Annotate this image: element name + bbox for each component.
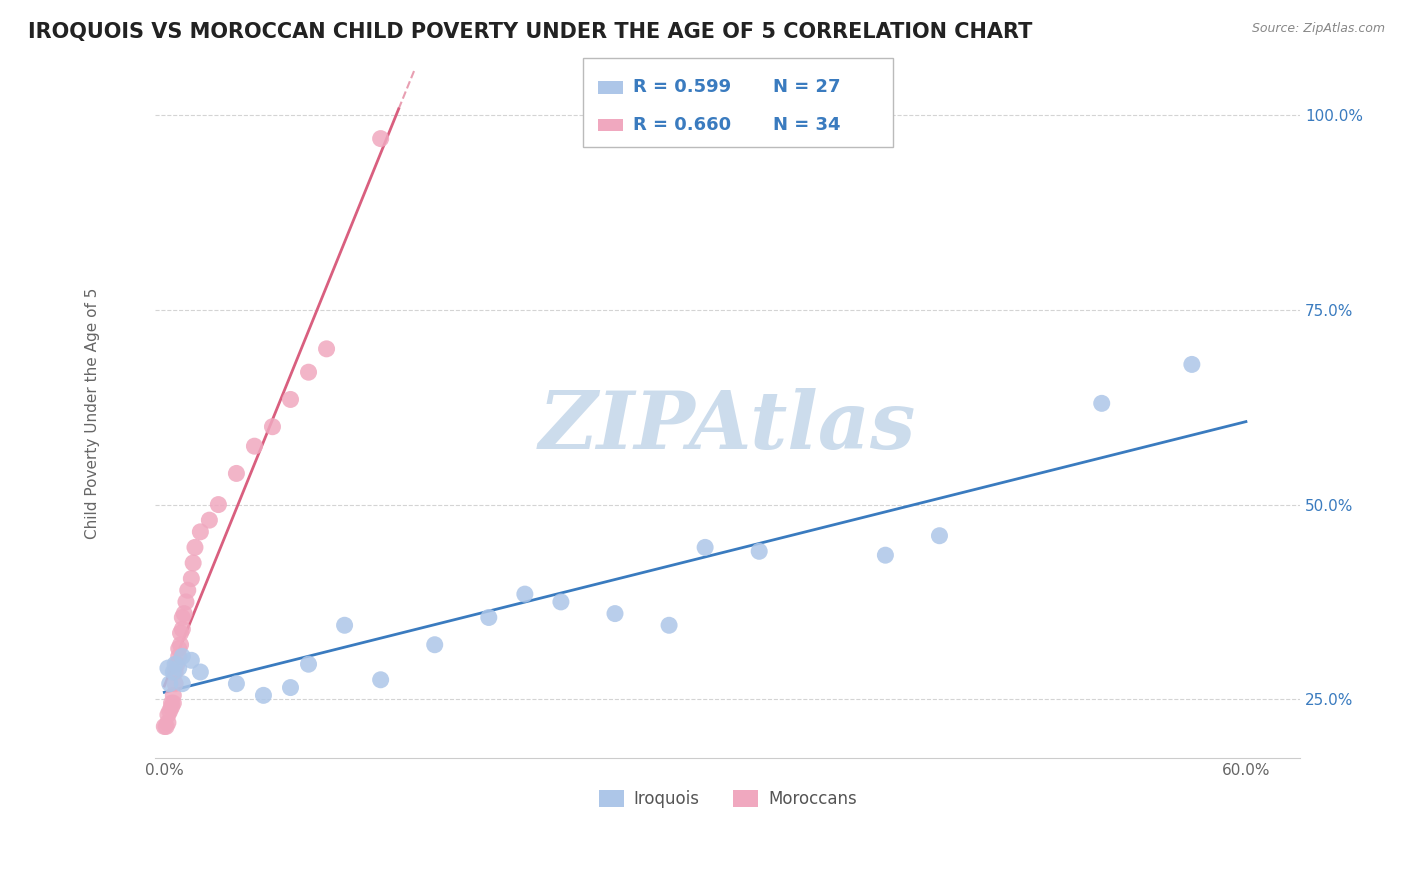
Point	[177, 583, 200, 598]
Text: IROQUOIS VS MOROCCAN CHILD POVERTY UNDER THE AGE OF 5 CORRELATION CHART: IROQUOIS VS MOROCCAN CHILD POVERTY UNDER…	[28, 22, 1032, 42]
Text: R = 0.599: R = 0.599	[633, 78, 731, 96]
Point	[156, 707, 179, 722]
Point	[225, 467, 247, 481]
Point	[513, 587, 536, 601]
Point	[180, 653, 202, 667]
Point	[162, 665, 184, 679]
Point	[695, 541, 717, 555]
Point	[181, 556, 204, 570]
Point	[423, 638, 446, 652]
Point	[167, 641, 190, 656]
Point	[166, 657, 188, 672]
Text: ZIPAtlas: ZIPAtlas	[538, 388, 917, 466]
Point	[748, 544, 770, 558]
Point	[252, 689, 274, 703]
Point	[172, 610, 194, 624]
Point	[160, 696, 183, 710]
Point	[658, 618, 681, 632]
Point	[370, 131, 392, 145]
Y-axis label: Child Poverty Under the Age of 5: Child Poverty Under the Age of 5	[86, 287, 100, 539]
Point	[370, 673, 392, 687]
Point	[297, 365, 319, 379]
Point	[190, 524, 212, 539]
Point	[162, 689, 184, 703]
Point	[875, 548, 897, 562]
Point	[243, 439, 266, 453]
Point	[155, 719, 177, 733]
Legend: Iroquois, Moroccans: Iroquois, Moroccans	[592, 783, 863, 814]
Text: R = 0.660: R = 0.660	[633, 116, 731, 134]
Point	[603, 607, 626, 621]
Point	[173, 607, 195, 621]
Point	[174, 595, 197, 609]
Point	[156, 715, 179, 730]
Point	[172, 676, 194, 690]
Text: N = 34: N = 34	[773, 116, 841, 134]
Point	[1091, 396, 1114, 410]
Point	[180, 572, 202, 586]
Point	[167, 661, 190, 675]
Point	[198, 513, 221, 527]
Point	[172, 622, 194, 636]
Point	[169, 626, 191, 640]
Point	[165, 676, 187, 690]
Point	[280, 681, 302, 695]
Point	[333, 618, 356, 632]
Point	[1181, 358, 1204, 372]
Point	[550, 595, 572, 609]
Point	[156, 661, 179, 675]
Point	[478, 610, 501, 624]
Point	[159, 676, 181, 690]
Point	[280, 392, 302, 407]
Point	[162, 696, 184, 710]
Point	[169, 638, 191, 652]
Text: Source: ZipAtlas.com: Source: ZipAtlas.com	[1251, 22, 1385, 36]
Point	[315, 342, 337, 356]
Point	[225, 676, 247, 690]
Point	[165, 665, 187, 679]
Point	[262, 419, 284, 434]
Point	[190, 665, 212, 679]
Point	[928, 529, 950, 543]
Point	[167, 649, 190, 664]
Point	[160, 700, 183, 714]
Point	[207, 498, 229, 512]
Point	[165, 657, 187, 672]
Point	[159, 704, 181, 718]
Text: N = 27: N = 27	[773, 78, 841, 96]
Point	[297, 657, 319, 672]
Point	[172, 649, 194, 664]
Point	[184, 541, 207, 555]
Point	[153, 719, 176, 733]
